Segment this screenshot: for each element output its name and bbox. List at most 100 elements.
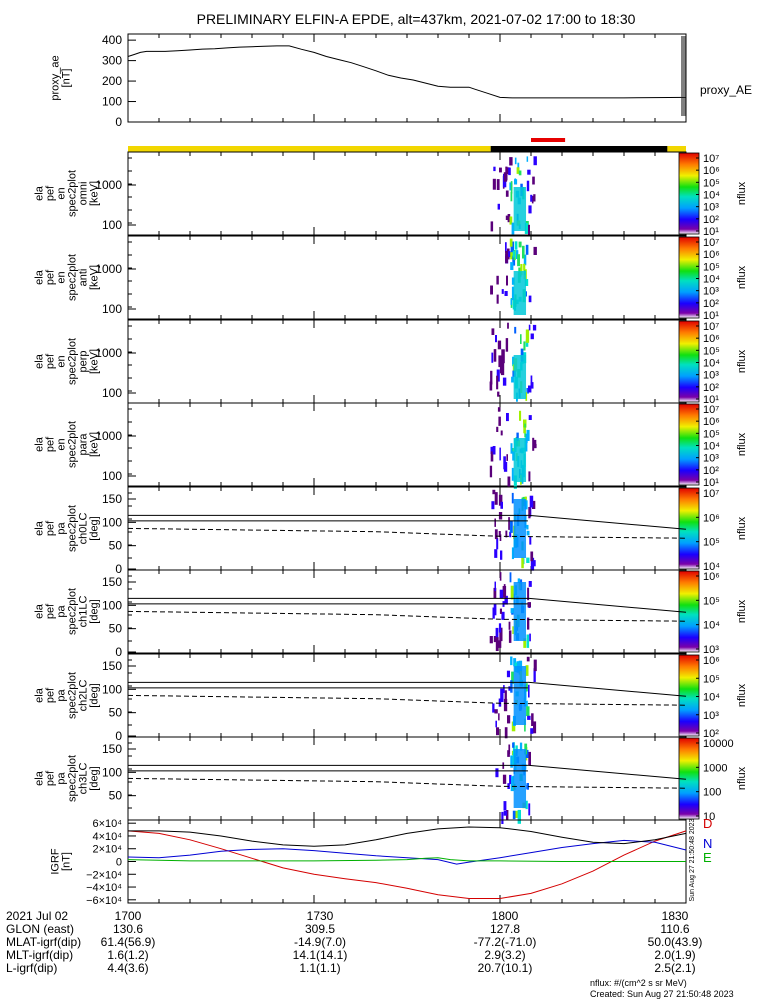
colorbar-tick-label: 10⁵ bbox=[703, 595, 720, 607]
spectrogram-cell bbox=[510, 585, 514, 600]
colorbar-tick-label: 10⁴ bbox=[703, 274, 720, 286]
spectrogram-cell bbox=[498, 623, 502, 633]
spectrogram-cell bbox=[498, 698, 502, 707]
spectrogram-ylabel: [keV] bbox=[89, 432, 101, 457]
y-tick-label: 50 bbox=[109, 539, 123, 553]
spectrogram-cell bbox=[508, 517, 510, 530]
igrf-line-E bbox=[127, 857, 686, 862]
spectrogram-ylabel: pa bbox=[56, 522, 68, 535]
spectrogram-cell bbox=[489, 636, 493, 644]
spectrogram-cell bbox=[495, 627, 499, 639]
spectrogram-ylabel: spec2plot bbox=[67, 755, 79, 802]
colorbar-tick-label: 10³ bbox=[703, 370, 719, 382]
y-tick-label: 50 bbox=[109, 706, 123, 720]
spectrogram-cell bbox=[505, 530, 508, 538]
colorbar-tick-label: 10⁵ bbox=[703, 673, 720, 685]
spectrogram-cell bbox=[500, 430, 503, 436]
spectrogram-cell bbox=[529, 633, 531, 642]
spectrogram-ylabel: [keV] bbox=[89, 265, 101, 290]
spectrogram-cell bbox=[505, 242, 507, 253]
y-tick-label: 300 bbox=[102, 54, 122, 68]
spectrogram-cell bbox=[532, 437, 535, 451]
colorbar-tick-label: 10³ bbox=[703, 644, 719, 656]
spectrogram-cell bbox=[533, 246, 537, 255]
igrf-legend-e: E bbox=[703, 850, 712, 865]
spectrogram-cell bbox=[524, 223, 528, 234]
y-tick-label: 150 bbox=[102, 575, 122, 589]
spectrogram-cell bbox=[500, 362, 505, 376]
spectrogram-ylabel: ela bbox=[34, 436, 46, 452]
status-mark bbox=[531, 138, 566, 142]
status-segment bbox=[490, 146, 668, 152]
spectrogram-cell bbox=[489, 381, 493, 391]
spectrogram-cell bbox=[504, 291, 508, 296]
spectrogram-cell bbox=[510, 181, 513, 194]
spectrogram-cell bbox=[528, 751, 531, 766]
spectrogram-ylabel: ch0LC bbox=[78, 513, 90, 545]
spectrogram-cell bbox=[510, 443, 513, 454]
spectrogram-cell bbox=[511, 277, 515, 285]
y-tick-label: 100 bbox=[102, 95, 122, 109]
spectrogram-cell bbox=[503, 584, 506, 597]
spectrogram-ylabel: spec2plot bbox=[67, 338, 79, 385]
footer-value: 1730 bbox=[307, 909, 334, 923]
spectrogram-cell bbox=[497, 340, 502, 350]
footer-row-label: 2021 Jul 02 bbox=[6, 909, 68, 923]
spectrogram-cell bbox=[532, 500, 536, 509]
spectrogram-cell bbox=[511, 467, 514, 481]
spectrogram-cell bbox=[508, 686, 512, 691]
spectrogram-cell bbox=[494, 709, 498, 714]
spectrogram-cell bbox=[528, 224, 530, 235]
spectrogram-cell bbox=[513, 658, 517, 667]
colorbar-tick-label: 10000 bbox=[703, 738, 734, 750]
spectrogram-cell bbox=[532, 324, 537, 331]
spectrogram-cell bbox=[517, 162, 520, 172]
status-segment bbox=[667, 146, 686, 152]
spectrogram-cell bbox=[496, 727, 500, 736]
spectrogram-cell bbox=[526, 784, 529, 789]
spectrogram-cell bbox=[534, 443, 537, 449]
spectrogram-ylabel: para bbox=[78, 433, 90, 456]
spectrogram-cell bbox=[512, 250, 515, 258]
spectrogram-cell bbox=[517, 809, 521, 824]
spectrogram-cell bbox=[505, 250, 508, 264]
spectrogram-cell bbox=[526, 706, 530, 717]
spectrogram-core bbox=[513, 749, 527, 808]
colorbar-tick-label: 10⁷ bbox=[703, 237, 719, 249]
spectrogram-cell bbox=[511, 492, 514, 504]
spectrogram-cells bbox=[489, 407, 537, 489]
y-tick-label: 100 bbox=[102, 765, 122, 779]
spectrogram-cell bbox=[512, 742, 515, 748]
spectrogram-cell bbox=[496, 275, 499, 285]
spectrogram-cell bbox=[526, 530, 530, 536]
spectrogram-cell bbox=[499, 167, 502, 173]
proxy-ae-ylabel: proxy_ae bbox=[50, 55, 62, 100]
spectrogram-cell bbox=[531, 195, 534, 204]
spectrogram-cell bbox=[530, 551, 534, 562]
spectrogram-cell bbox=[493, 349, 497, 362]
spectrogram-cell bbox=[491, 328, 495, 335]
spectrogram-ylabel: pef bbox=[45, 687, 57, 703]
spectrogram-ylabel: pa bbox=[56, 772, 68, 785]
spectrogram-cell bbox=[520, 264, 523, 276]
footer-row-label: MLT-igrf(dip) bbox=[6, 948, 73, 962]
footer-value: 130.6 bbox=[113, 922, 143, 936]
spectrogram-ylabel: en bbox=[56, 355, 68, 367]
spectrogram-cell bbox=[496, 538, 499, 550]
spectrogram-cell bbox=[508, 621, 511, 630]
spectrogram-cell bbox=[508, 630, 512, 643]
footer-value: 20.7(10.1) bbox=[478, 961, 533, 975]
spectrogram-cell bbox=[528, 684, 530, 698]
colorbar-tick-label: 10² bbox=[703, 214, 719, 226]
spectrogram-ylabel: ela bbox=[34, 687, 46, 703]
footer-value: 1.6(1.2) bbox=[107, 948, 148, 962]
spectrogram-panel-2 bbox=[127, 235, 687, 320]
colorbar-tick-label: 10⁶ bbox=[703, 416, 720, 428]
spectrogram-ylabel: en bbox=[56, 187, 68, 199]
spectrogram-cell bbox=[510, 680, 513, 693]
y-tick-label: 50 bbox=[109, 622, 123, 636]
y-tick-label: −4×10⁴ bbox=[86, 882, 122, 894]
spectrogram-cell bbox=[517, 578, 521, 584]
spectrogram-cell bbox=[528, 803, 531, 816]
footer-value: -77.2(-71.0) bbox=[474, 935, 537, 949]
